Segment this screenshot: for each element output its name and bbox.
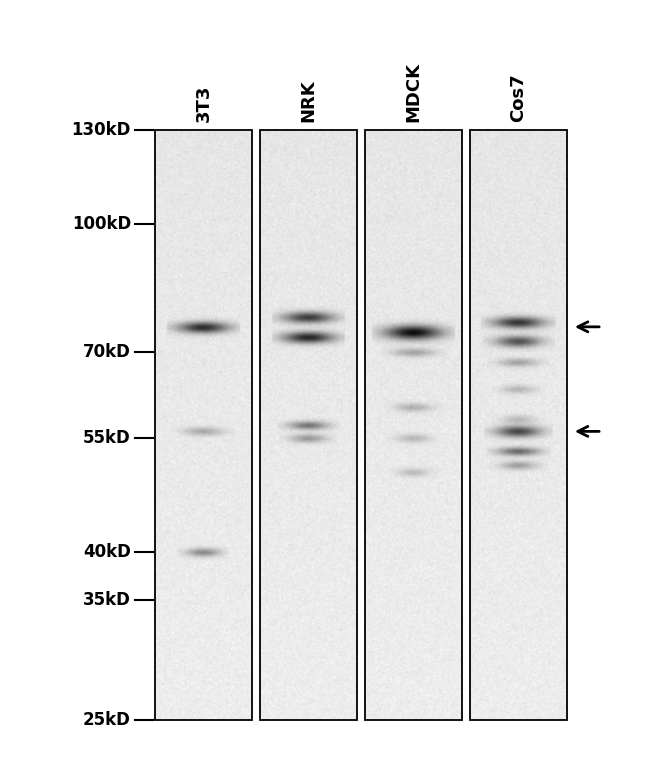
Bar (155, 130, 252, 720)
Bar (470, 130, 567, 720)
Bar (260, 130, 357, 720)
Text: NRK: NRK (300, 79, 317, 122)
Bar (365, 130, 462, 720)
Text: 3T3: 3T3 (194, 84, 213, 122)
Text: Cos7: Cos7 (510, 74, 528, 122)
Text: MDCK: MDCK (404, 62, 422, 122)
Text: 25kD: 25kD (83, 711, 131, 729)
Text: 55kD: 55kD (83, 429, 131, 447)
Text: 70kD: 70kD (83, 343, 131, 360)
Text: 100kD: 100kD (72, 215, 131, 233)
Text: 130kD: 130kD (72, 121, 131, 139)
Text: 40kD: 40kD (83, 543, 131, 561)
Text: 35kD: 35kD (83, 591, 131, 608)
